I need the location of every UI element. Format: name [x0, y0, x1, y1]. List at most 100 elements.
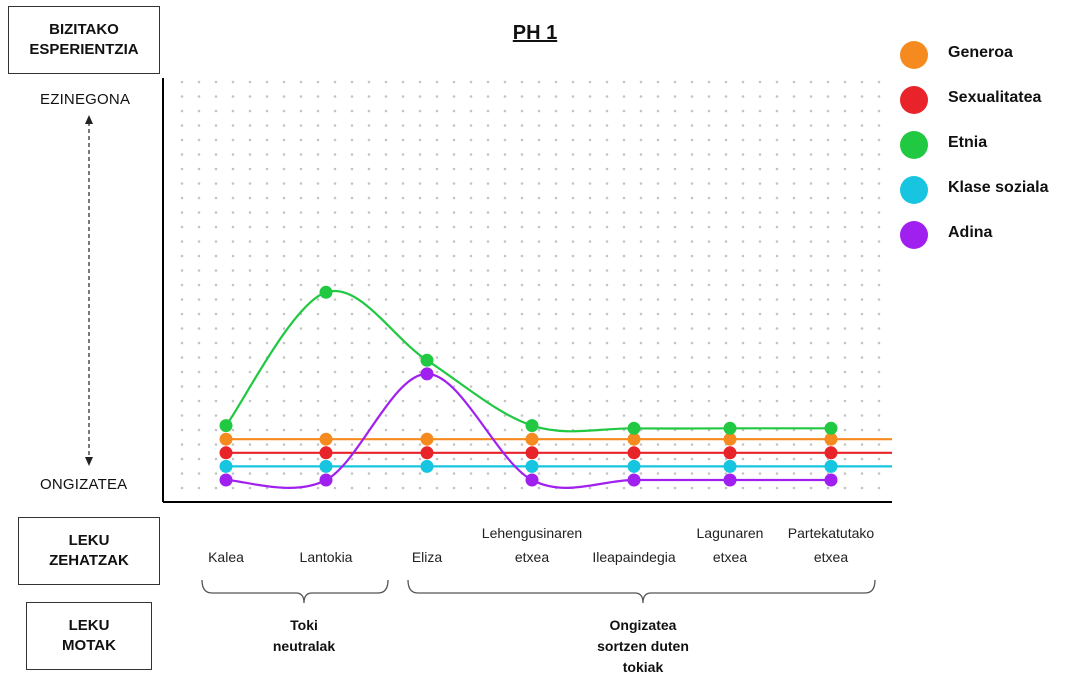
grid-dot: [571, 298, 575, 301]
grid-dot: [282, 138, 286, 142]
grid-dot: [180, 182, 184, 185]
grid-dot: [809, 356, 813, 359]
grid-dot: [673, 312, 677, 316]
grid-dot: [333, 356, 337, 359]
grid-dot: [758, 457, 762, 461]
grid-dot: [639, 80, 643, 84]
grid-dot: [877, 124, 881, 127]
grid-dot: [690, 109, 694, 113]
grid-dot: [571, 80, 575, 84]
grid-dot: [486, 196, 490, 200]
grid-dot: [724, 486, 728, 490]
grid-dot: [503, 486, 507, 490]
grid-dot: [469, 95, 473, 98]
grid-dot: [758, 327, 762, 330]
grid-dot: [435, 211, 439, 214]
grid-dot: [826, 269, 830, 272]
grid-dot: [707, 443, 711, 446]
grid-dot: [231, 312, 235, 316]
grid-dot: [673, 486, 677, 490]
grid-dot: [673, 95, 677, 98]
grid-dot: [826, 124, 830, 127]
grid-dot: [282, 254, 286, 258]
grid-dot: [690, 80, 694, 84]
grid-dot: [282, 399, 286, 403]
grid-dot: [486, 109, 490, 113]
grid-dot: [605, 124, 609, 127]
grid-dot: [401, 124, 405, 127]
grid-dot: [180, 443, 184, 446]
grid-dot: [877, 356, 881, 359]
grid-dot: [452, 225, 456, 229]
grid-dot: [724, 414, 728, 417]
grid-dot: [758, 225, 762, 229]
grid-dot: [367, 414, 371, 417]
legend-label: Etnia: [948, 134, 988, 151]
grid-dot: [877, 370, 881, 374]
grid-dot: [248, 153, 252, 156]
grid-dot: [248, 370, 252, 374]
grid-dot: [605, 269, 609, 272]
grid-dot: [435, 472, 439, 475]
grid-dot: [843, 428, 847, 432]
grid-dot: [282, 327, 286, 330]
grid-dot: [401, 341, 405, 345]
grid-dot: [503, 472, 507, 475]
grid-dot: [741, 109, 745, 113]
grid-dot: [452, 298, 456, 301]
grid-dot: [639, 327, 643, 330]
box-line: BIZITAKO: [49, 21, 119, 38]
grid-dot: [826, 399, 830, 403]
grid-dot: [639, 124, 643, 127]
grid-dot: [214, 225, 218, 229]
grid-dot: [724, 327, 728, 330]
grid-dot: [469, 240, 473, 243]
grid-dot: [401, 95, 405, 98]
grid-dot: [588, 95, 592, 98]
grid-dot: [843, 399, 847, 403]
grid-dot: [197, 414, 201, 417]
experience-axis-box: BIZITAKO ESPERIENTZIA: [8, 6, 160, 74]
grid-dot: [469, 298, 473, 301]
grid-dot: [843, 80, 847, 84]
grid-dot: [588, 283, 592, 287]
grid-dot: [537, 428, 541, 432]
grid-dot: [605, 80, 609, 84]
grid-dot: [384, 298, 388, 301]
grid-dot: [809, 443, 813, 446]
grid-dot: [265, 269, 269, 272]
grid-dot: [248, 182, 252, 185]
grid-dot: [282, 95, 286, 98]
grid-dot: [656, 153, 660, 156]
grid-dot: [435, 428, 439, 432]
grid-dot: [316, 283, 320, 287]
grid-dot: [537, 254, 541, 258]
legend-label: Generoa: [948, 44, 1013, 61]
grid-dot: [384, 399, 388, 403]
grid-dot: [384, 109, 388, 113]
grid-dot: [775, 298, 779, 301]
grid-dot: [503, 196, 507, 200]
grid-dot: [469, 269, 473, 272]
grid-dot: [826, 95, 830, 98]
grid-dot: [503, 443, 507, 446]
data-point-generoa: [319, 432, 333, 446]
grid-dot: [605, 95, 609, 98]
grid-dot: [758, 298, 762, 301]
grid-dot: [180, 283, 184, 287]
grid-dot: [469, 109, 473, 113]
grid-dot: [877, 399, 881, 403]
grid-dot: [418, 428, 422, 432]
grid-dot: [571, 385, 575, 388]
grid-dot: [741, 443, 745, 446]
grid-dot: [639, 414, 643, 417]
grid-dot: [622, 370, 626, 374]
grid-dot: [877, 240, 881, 243]
grid-dot: [792, 211, 796, 214]
grid-dot: [520, 196, 524, 200]
grid-dot: [622, 225, 626, 229]
grid-dot: [367, 312, 371, 316]
grid-dot: [571, 312, 575, 316]
grid-dot: [299, 211, 303, 214]
grid-dot: [248, 414, 252, 417]
